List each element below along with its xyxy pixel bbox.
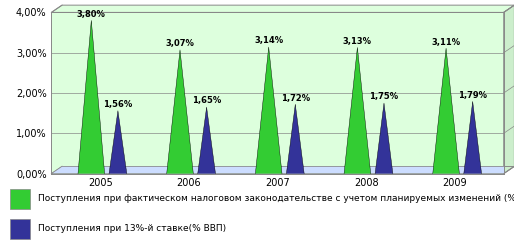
Text: 3,07%: 3,07% (166, 39, 194, 48)
Polygon shape (51, 5, 514, 12)
Polygon shape (433, 48, 460, 174)
Polygon shape (464, 101, 482, 174)
Text: 3,14%: 3,14% (254, 36, 283, 45)
Text: 1,65%: 1,65% (192, 96, 221, 105)
Polygon shape (167, 50, 193, 174)
Text: Поступления при 13%-й ставке(% ВВП): Поступления при 13%-й ставке(% ВВП) (38, 224, 226, 233)
Polygon shape (109, 111, 127, 174)
Polygon shape (504, 5, 514, 174)
Polygon shape (255, 47, 282, 174)
Text: Поступления при фактическом налоговом законодательстве с учетом планируемых изме: Поступления при фактическом налоговом за… (38, 194, 514, 203)
Text: 1,75%: 1,75% (370, 93, 398, 101)
Polygon shape (51, 166, 514, 174)
Polygon shape (286, 104, 304, 174)
Text: 1,72%: 1,72% (281, 94, 310, 103)
Polygon shape (78, 21, 105, 174)
Polygon shape (198, 107, 215, 174)
FancyBboxPatch shape (10, 188, 30, 209)
Text: 3,80%: 3,80% (77, 10, 106, 19)
FancyBboxPatch shape (10, 219, 30, 239)
Text: 3,11%: 3,11% (432, 38, 461, 47)
Text: 1,79%: 1,79% (458, 91, 487, 100)
Polygon shape (375, 103, 393, 174)
Text: 3,13%: 3,13% (343, 37, 372, 46)
Text: 1,56%: 1,56% (103, 100, 133, 109)
Polygon shape (344, 47, 371, 174)
